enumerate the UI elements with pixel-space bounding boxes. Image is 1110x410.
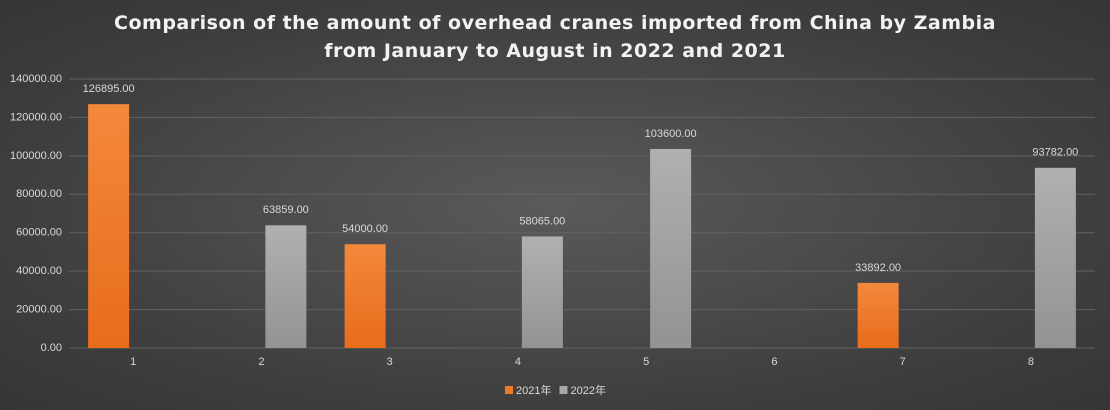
bar [1034, 167, 1076, 348]
y-tick-label: 120000.00 [10, 111, 62, 123]
bar [521, 236, 563, 348]
x-tick-label: 7 [900, 356, 906, 368]
y-tick-label: 100000.00 [10, 150, 62, 162]
legend-label: 2022年 [570, 383, 605, 397]
x-tick-label: 8 [1028, 356, 1034, 368]
chart-title: Comparison of the amount of overhead cra… [114, 12, 996, 62]
value-label: 63859.00 [263, 204, 309, 216]
legend-swatch [559, 386, 568, 394]
x-tick-label: 1 [130, 356, 136, 368]
value-label: 54000.00 [342, 223, 388, 235]
x-tick-label: 6 [771, 356, 777, 368]
y-tick-label: 60000.00 [16, 227, 62, 239]
y-tick-label: 40000.00 [16, 265, 62, 277]
bar [344, 244, 386, 348]
bar [265, 225, 307, 348]
value-label: 58065.00 [519, 215, 565, 227]
x-tick-label: 2 [258, 356, 264, 368]
bar [650, 148, 692, 348]
y-tick-label: 80000.00 [16, 188, 62, 200]
value-label: 103600.00 [645, 128, 697, 140]
x-tick-label: 5 [643, 356, 649, 368]
bar [88, 104, 130, 348]
legend-swatch [505, 386, 513, 394]
y-tick-label: 20000.00 [16, 303, 62, 315]
value-label: 93782.00 [1032, 147, 1078, 159]
x-tick-label: 4 [515, 356, 521, 368]
y-tick-label: 0.00 [41, 342, 62, 354]
legend-label: 2021年 [516, 383, 551, 397]
value-label: 126895.00 [83, 83, 135, 95]
x-tick-label: 3 [387, 356, 393, 368]
value-label: 33892.00 [855, 262, 901, 274]
bar [857, 282, 899, 348]
y-tick-label: 140000.00 [10, 73, 62, 85]
